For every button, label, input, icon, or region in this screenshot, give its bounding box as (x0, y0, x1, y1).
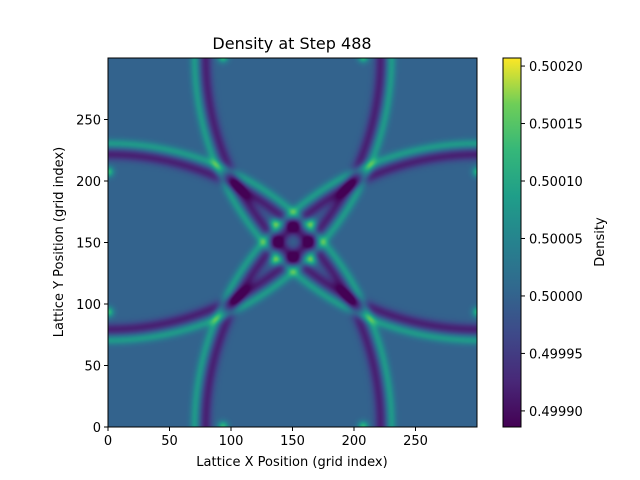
x-tick-label: 0 (104, 434, 112, 449)
chart-title: Density at Step 488 (212, 34, 371, 53)
colorbar-tick-label: 0.50020 (529, 60, 583, 75)
x-axis-ticks: 0 50 100 150 200 250 (104, 427, 428, 449)
colorbar-tick-label: 0.50015 (529, 118, 583, 133)
y-tick-label: 100 (76, 298, 101, 313)
y-tick-label: 200 (76, 175, 101, 190)
y-tick-label: 50 (84, 360, 101, 375)
y-tick-label: 0 (93, 421, 101, 436)
x-tick-label: 50 (161, 434, 178, 449)
y-axis-ticks: 0 50 100 150 200 250 (76, 114, 108, 436)
x-tick-label: 200 (342, 434, 367, 449)
colorbar-label: Density (593, 217, 608, 267)
colorbar-tick-label: 0.49990 (529, 405, 583, 420)
x-tick-label: 250 (403, 434, 428, 449)
colorbar-ticks: 0.49990 0.49995 0.50000 0.50005 0.50010 0.500… (521, 60, 583, 420)
colorbar (502, 57, 522, 428)
colorbar-tick-label: 0.50005 (529, 232, 583, 247)
y-axis-label: Lattice Y Position (grid index) (52, 147, 67, 337)
colorbar-tick-label: 0.50000 (529, 290, 583, 305)
x-tick-label: 150 (280, 434, 305, 449)
colorbar-tick-label: 0.50010 (529, 175, 583, 190)
heatmap-image (108, 58, 477, 427)
colorbar-tick-label: 0.49995 (529, 347, 583, 362)
y-tick-label: 250 (76, 114, 101, 129)
x-tick-label: 100 (219, 434, 244, 449)
y-tick-label: 150 (76, 237, 101, 252)
x-axis-label: Lattice X Position (grid index) (196, 455, 387, 470)
